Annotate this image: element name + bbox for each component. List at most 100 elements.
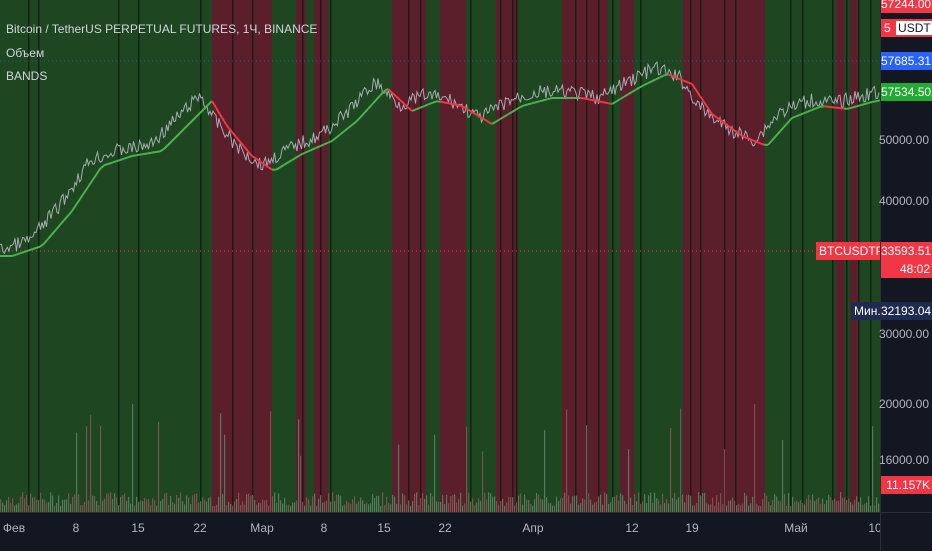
- volume-bar: [10, 503, 11, 512]
- volume-bar: [138, 502, 139, 512]
- volume-bar: [240, 505, 241, 512]
- volume-bar: [266, 500, 267, 512]
- volume-bar: [276, 503, 277, 512]
- moving-average-segment: [608, 103, 612, 104]
- volume-bar: [788, 493, 789, 512]
- bands-indicator-label[interactable]: BANDS: [6, 69, 47, 83]
- moving-average-segment: [600, 102, 604, 103]
- volume-bar: [522, 505, 523, 512]
- moving-average-segment: [548, 98, 552, 99]
- volume-bar: [182, 501, 183, 512]
- volume-bar: [14, 505, 15, 512]
- volume-bar: [192, 495, 193, 512]
- volume-bar: [672, 498, 673, 512]
- volume-bar: [564, 493, 565, 512]
- volume-bar: [130, 504, 131, 512]
- volume-bar: [180, 493, 181, 512]
- volume-bar: [712, 497, 713, 512]
- band-separator: [512, 0, 514, 512]
- volume-bar: [6, 500, 7, 512]
- moving-average-segment: [156, 151, 160, 152]
- volume-bar: [684, 503, 685, 512]
- min-price-tag: 32193.04: [881, 302, 932, 320]
- band-separator: [690, 0, 692, 512]
- volume-bar: [622, 495, 623, 512]
- volume-bar: [506, 503, 507, 512]
- volume-bar: [782, 440, 783, 512]
- bar-countdown: 48:02: [881, 260, 932, 278]
- volume-bar: [226, 505, 227, 512]
- volume-bar: [628, 449, 629, 512]
- band-separator: [735, 0, 737, 512]
- volume-bar: [682, 495, 683, 512]
- volume-bar: [792, 497, 793, 512]
- volume-bar: [444, 504, 445, 512]
- volume-bar: [502, 499, 503, 512]
- moving-average-segment: [868, 102, 872, 103]
- volume-bar: [644, 494, 645, 512]
- volume-bar: [272, 496, 273, 512]
- volume-bar: [470, 502, 471, 512]
- volume-bar: [566, 409, 567, 512]
- alert-count: 5: [884, 21, 891, 35]
- volume-bar: [72, 497, 73, 512]
- volume-bar: [710, 504, 711, 512]
- volume-indicator-label[interactable]: Объем: [6, 46, 44, 60]
- volume-bar: [860, 498, 861, 512]
- volume-bar: [736, 505, 737, 512]
- volume-bar: [42, 499, 43, 512]
- volume-bar: [224, 435, 225, 512]
- volume-bar: [418, 505, 419, 512]
- volume-bar: [732, 498, 733, 512]
- volume-bar: [76, 433, 77, 512]
- volume-bar: [834, 499, 835, 512]
- volume-bar: [866, 503, 867, 512]
- volume-bar: [744, 493, 745, 512]
- volume-bar: [842, 498, 843, 512]
- volume-bar: [400, 504, 401, 512]
- volume-bar: [734, 501, 735, 512]
- volume-bar: [404, 495, 405, 512]
- volume-bar: [578, 505, 579, 512]
- band-separator: [516, 0, 518, 512]
- volume-bar: [830, 497, 831, 512]
- volume-bar: [50, 492, 51, 512]
- volume-bar: [528, 500, 529, 512]
- volume-bar: [854, 500, 855, 512]
- moving-average-segment: [32, 248, 36, 249]
- volume-bar: [696, 503, 697, 512]
- volume-bar: [322, 503, 323, 512]
- band-separator: [252, 0, 254, 512]
- band-separator: [420, 0, 422, 512]
- volume-bar: [652, 503, 653, 512]
- time-axis[interactable]: Фев 8 15 22 Мар 8 15 22 Апр 12 19 Май 10: [0, 512, 880, 551]
- volume-bar: [366, 503, 367, 512]
- volume-bar: [352, 499, 353, 512]
- volume-bar: [230, 504, 231, 512]
- volume-bar: [570, 504, 571, 512]
- volume-bar: [668, 503, 669, 512]
- volume-bar: [620, 493, 621, 512]
- volume-bar: [420, 498, 421, 512]
- price-scale[interactable]: 50000.00 40000.00 30000.00 20000.00 1600…: [880, 0, 932, 512]
- moving-average-segment: [592, 100, 596, 101]
- volume-bar: [478, 498, 479, 512]
- volume-bar: [810, 500, 811, 512]
- volume-bar: [476, 503, 477, 512]
- volume-bar: [654, 493, 655, 512]
- volume-bar: [858, 502, 859, 512]
- volume-bar: [120, 497, 121, 512]
- volume-bar: [612, 497, 613, 512]
- price-chart[interactable]: [0, 0, 880, 512]
- symbol-legend[interactable]: Bitcoin / TetherUS PERPETUAL FUTURES, 1Ч…: [6, 22, 317, 36]
- volume-bar: [572, 496, 573, 512]
- volume-bar: [670, 428, 671, 512]
- currency-tag[interactable]: 5 USDT 1: [881, 19, 932, 37]
- volume-bar: [562, 498, 563, 512]
- moving-average-segment: [588, 99, 592, 100]
- volume-bar: [678, 497, 679, 512]
- volume-bar: [464, 504, 465, 512]
- volume-bar: [518, 496, 519, 512]
- volume-bar: [560, 498, 561, 512]
- chart-pane[interactable]: Bitcoin / TetherUS PERPETUAL FUTURES, 1Ч…: [0, 0, 880, 512]
